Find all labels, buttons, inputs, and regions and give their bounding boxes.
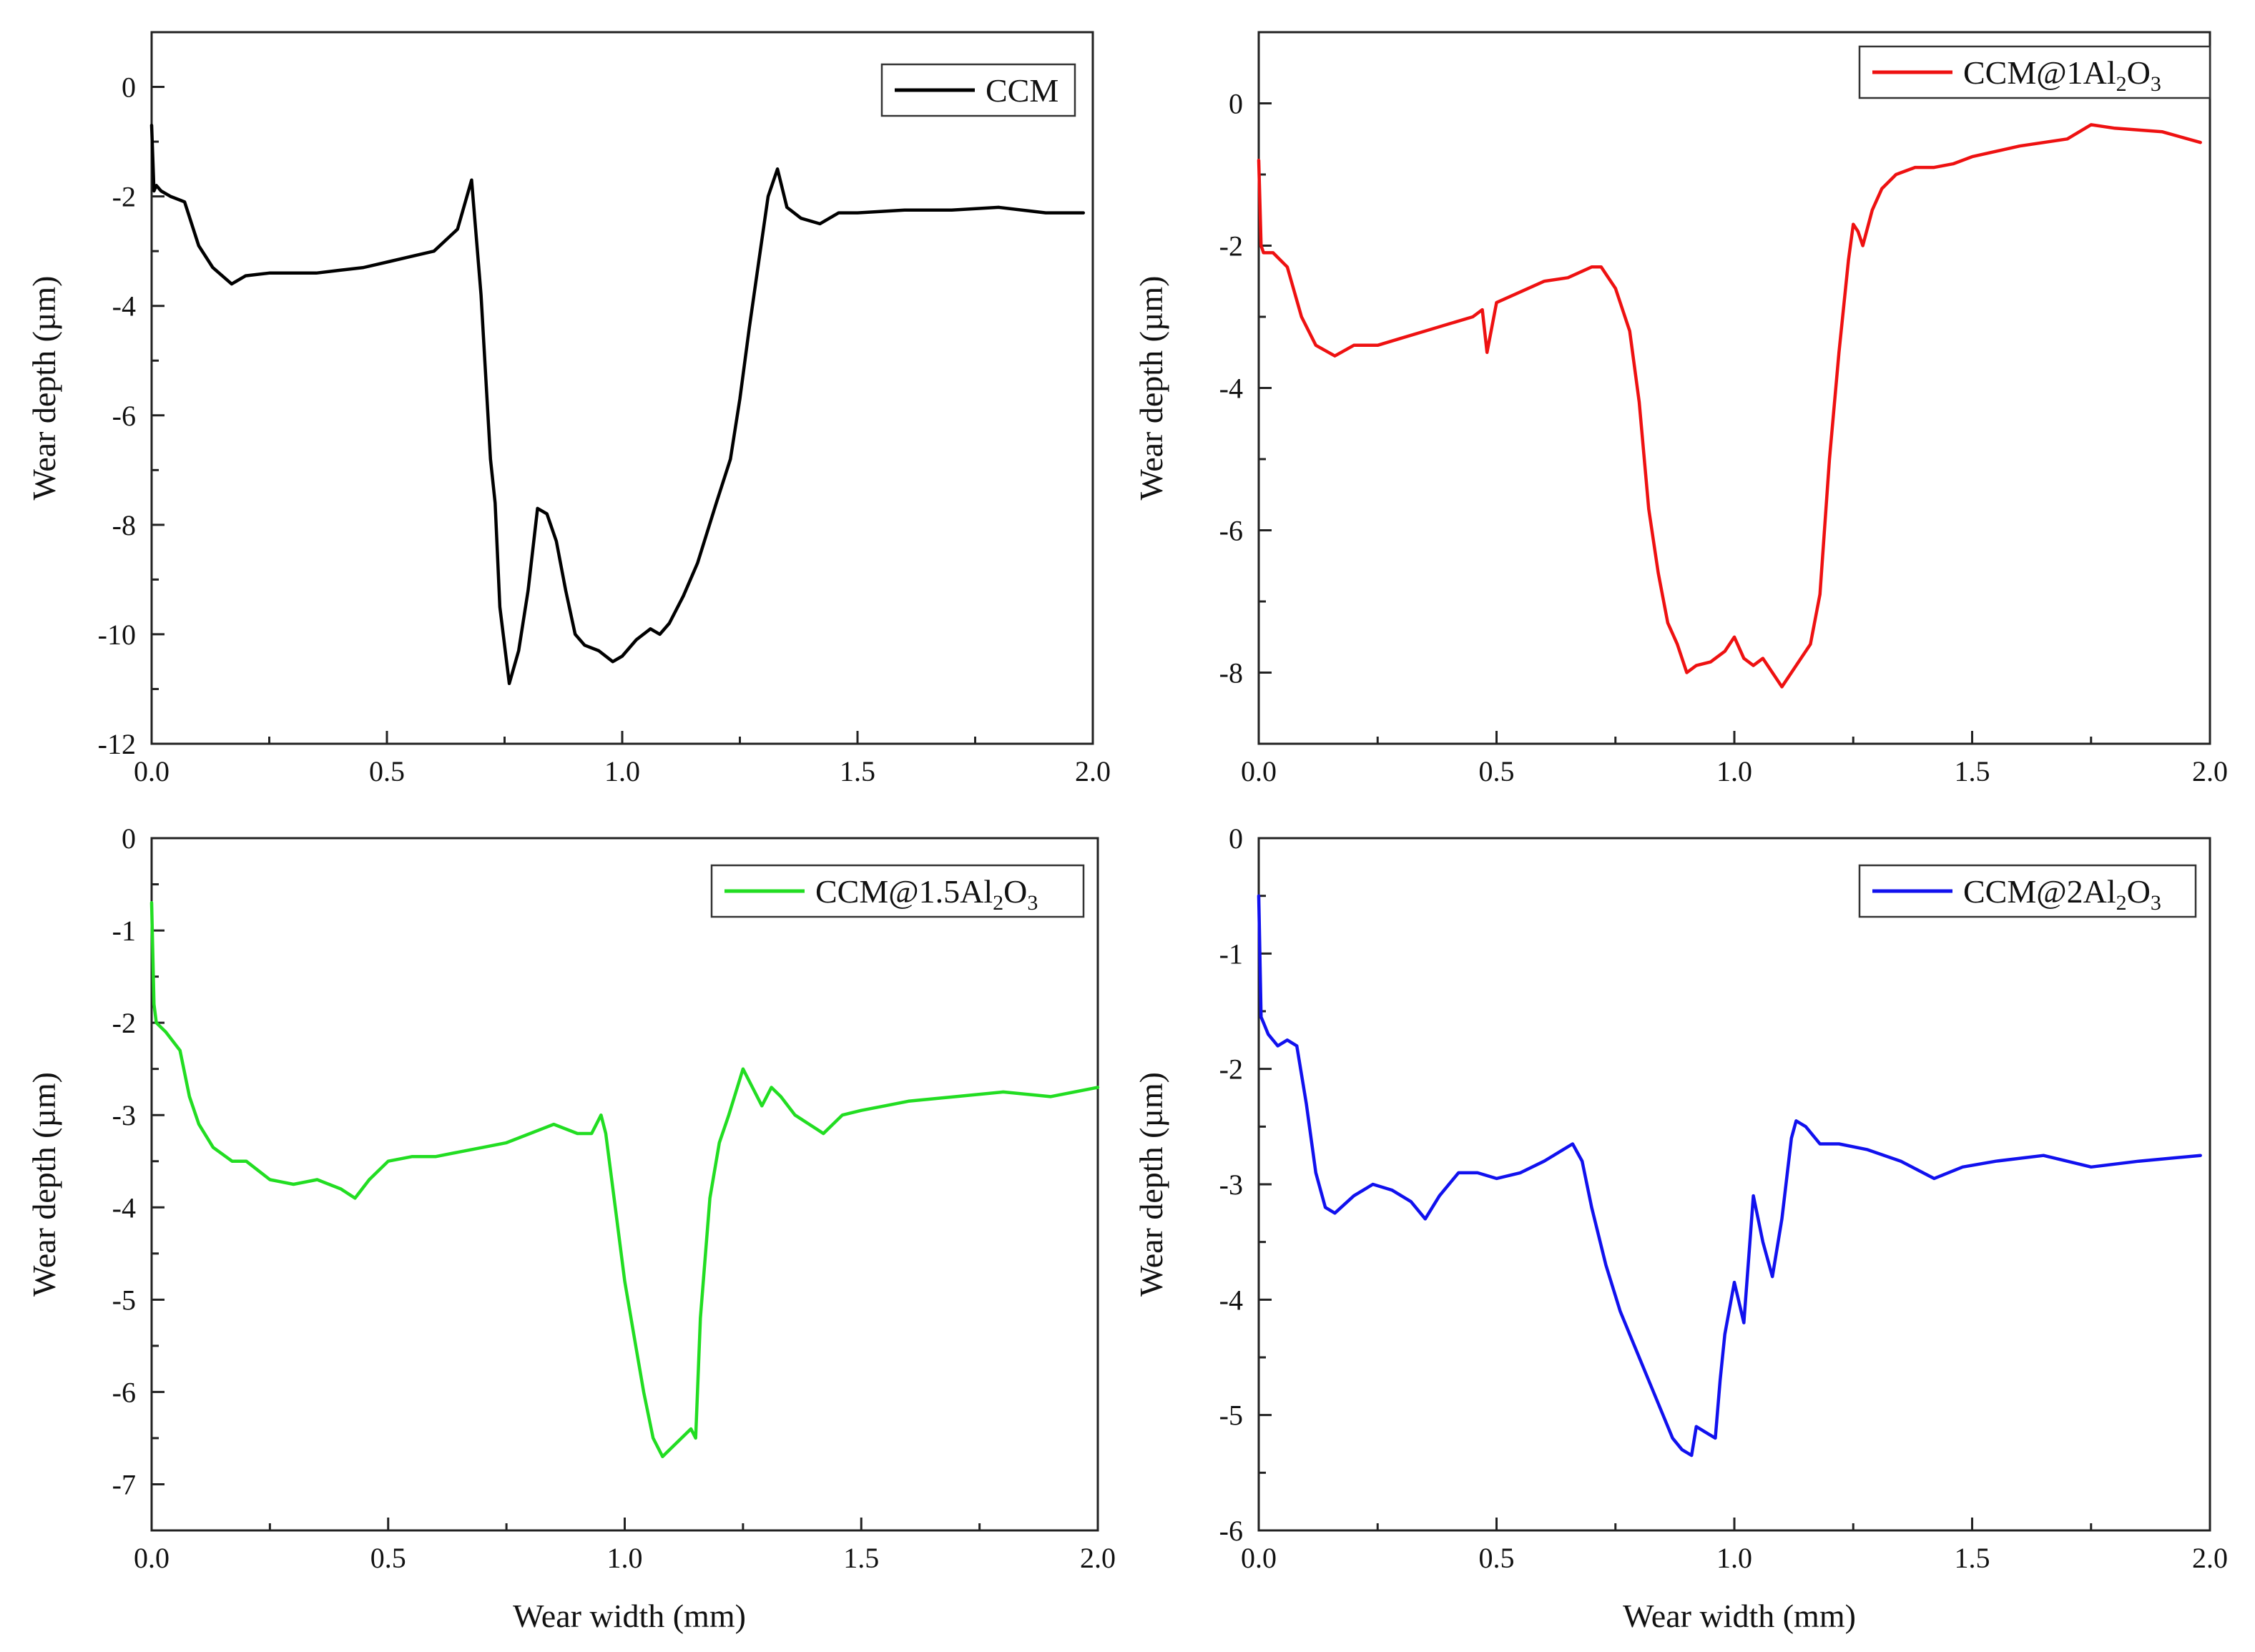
x-tick-label: 1.0 [1716,755,1752,787]
legend: CCM@1Al2O3 [1858,45,2211,99]
y-tick-label: -3 [1219,1169,1243,1201]
y-tick-label: 0 [122,822,136,855]
x-tick-label: 1.5 [843,1542,879,1574]
y-tick-label: -3 [112,1099,136,1131]
y-tick-label: 0 [1229,88,1243,120]
y-tick-label: -4 [112,290,136,323]
chart-panel-4: 0.0 0.5 1.0 1.5 2.0 0 -1 -2 -3 -4 -5 -6 Wear depth (… [1133,822,2228,1574]
y-tick-label: -6 [112,400,136,432]
plot-frame [150,31,1094,745]
x-tick-label: 1.5 [1955,1542,1990,1574]
series-line-2 [1257,123,2202,689]
y-tick-label: -8 [1219,657,1243,689]
y-tick-label: -2 [1219,230,1243,262]
y-axis-title: Wear depth (µm) [1133,1072,1169,1297]
y-tick-label: -6 [1219,515,1243,547]
y-axis-title: Wear depth (µm) [1133,275,1169,500]
y-tick-label: -10 [98,619,136,651]
legend: CCM@1.5Al2O3 [710,864,1085,918]
y-tick-label: -5 [1219,1400,1243,1432]
plot-frame [1257,837,2211,1532]
legend-label: CCM [986,72,1058,109]
y-tick-label: -1 [112,915,136,947]
legend-label: CCM@1Al2O3 [1963,54,2161,96]
x-tick-label: 1.5 [1955,755,1990,787]
y-axis-title: Wear depth (µm) [26,1072,62,1297]
y-tick-label: -4 [1219,1284,1243,1316]
x-tick-label: 0.5 [370,1542,406,1574]
legend-label: CCM@2Al2O3 [1963,873,2161,915]
series-line-1 [149,123,1086,686]
series-line-3 [149,901,1100,1458]
series-line-4 [1257,894,2202,1457]
y-tick-label: -8 [112,509,136,541]
y-tick-label: -5 [112,1284,136,1316]
x-tick-label: 0.0 [1241,1542,1277,1574]
x-tick-label: 0.0 [134,1542,170,1574]
y-tick-label: -2 [1219,1053,1243,1086]
legend: CCM@2Al2O3 [1858,864,2197,918]
y-tick-label: -1 [1219,938,1243,970]
y-tick-label: -2 [112,181,136,213]
y-tick-label: -6 [112,1376,136,1408]
x-tick-label: 1.0 [1716,1542,1752,1574]
chart-panel-3: 0.0 0.5 1.0 1.5 2.0 0 -1 -2 -3 -4 -5 -6 -7 Wear depth… [26,822,1116,1574]
x-tick-label: 0.0 [1241,755,1277,787]
chart-panel-1: 0.0 0.5 1.0 1.5 2.0 0 -2 -4 -6 -8 -10 -12 Wear depth… [26,31,1111,787]
y-tick-label: 0 [122,72,136,104]
x-tick-label: 1.0 [604,755,640,787]
y-tick-label: -2 [112,1007,136,1039]
y-tick-label: -7 [112,1468,136,1500]
common-x-axis-title-right: Wear width (mm) [1623,1598,1856,1634]
legend: CCM [880,63,1076,117]
x-tick-label: 0.0 [134,755,170,787]
x-tick-label: 1.0 [607,1542,643,1574]
x-tick-label: 2.0 [1075,755,1111,787]
y-tick-label: -4 [1219,373,1243,405]
y-tick-label: -4 [112,1191,136,1224]
x-tick-label: 0.5 [1479,1542,1515,1574]
x-tick-label: 2.0 [1080,1542,1116,1574]
x-tick-label: 0.5 [1479,755,1515,787]
y-tick-label: -12 [98,728,136,760]
y-tick-label: -6 [1219,1515,1243,1547]
x-tick-label: 2.0 [2192,755,2228,787]
x-tick-label: 2.0 [2192,1542,2228,1574]
x-tick-label: 0.5 [369,755,405,787]
y-tick-label: 0 [1229,822,1243,855]
chart-panel-2: 0.0 0.5 1.0 1.5 2.0 0 -2 -4 -6 -8 Wear depth (µm) C… [1133,31,2228,787]
legend-label: CCM@1.5Al2O3 [815,873,1038,915]
common-x-axis-title-left: Wear width (mm) [513,1598,746,1634]
x-tick-label: 1.5 [840,755,875,787]
y-axis-title: Wear depth (µm) [26,275,62,500]
